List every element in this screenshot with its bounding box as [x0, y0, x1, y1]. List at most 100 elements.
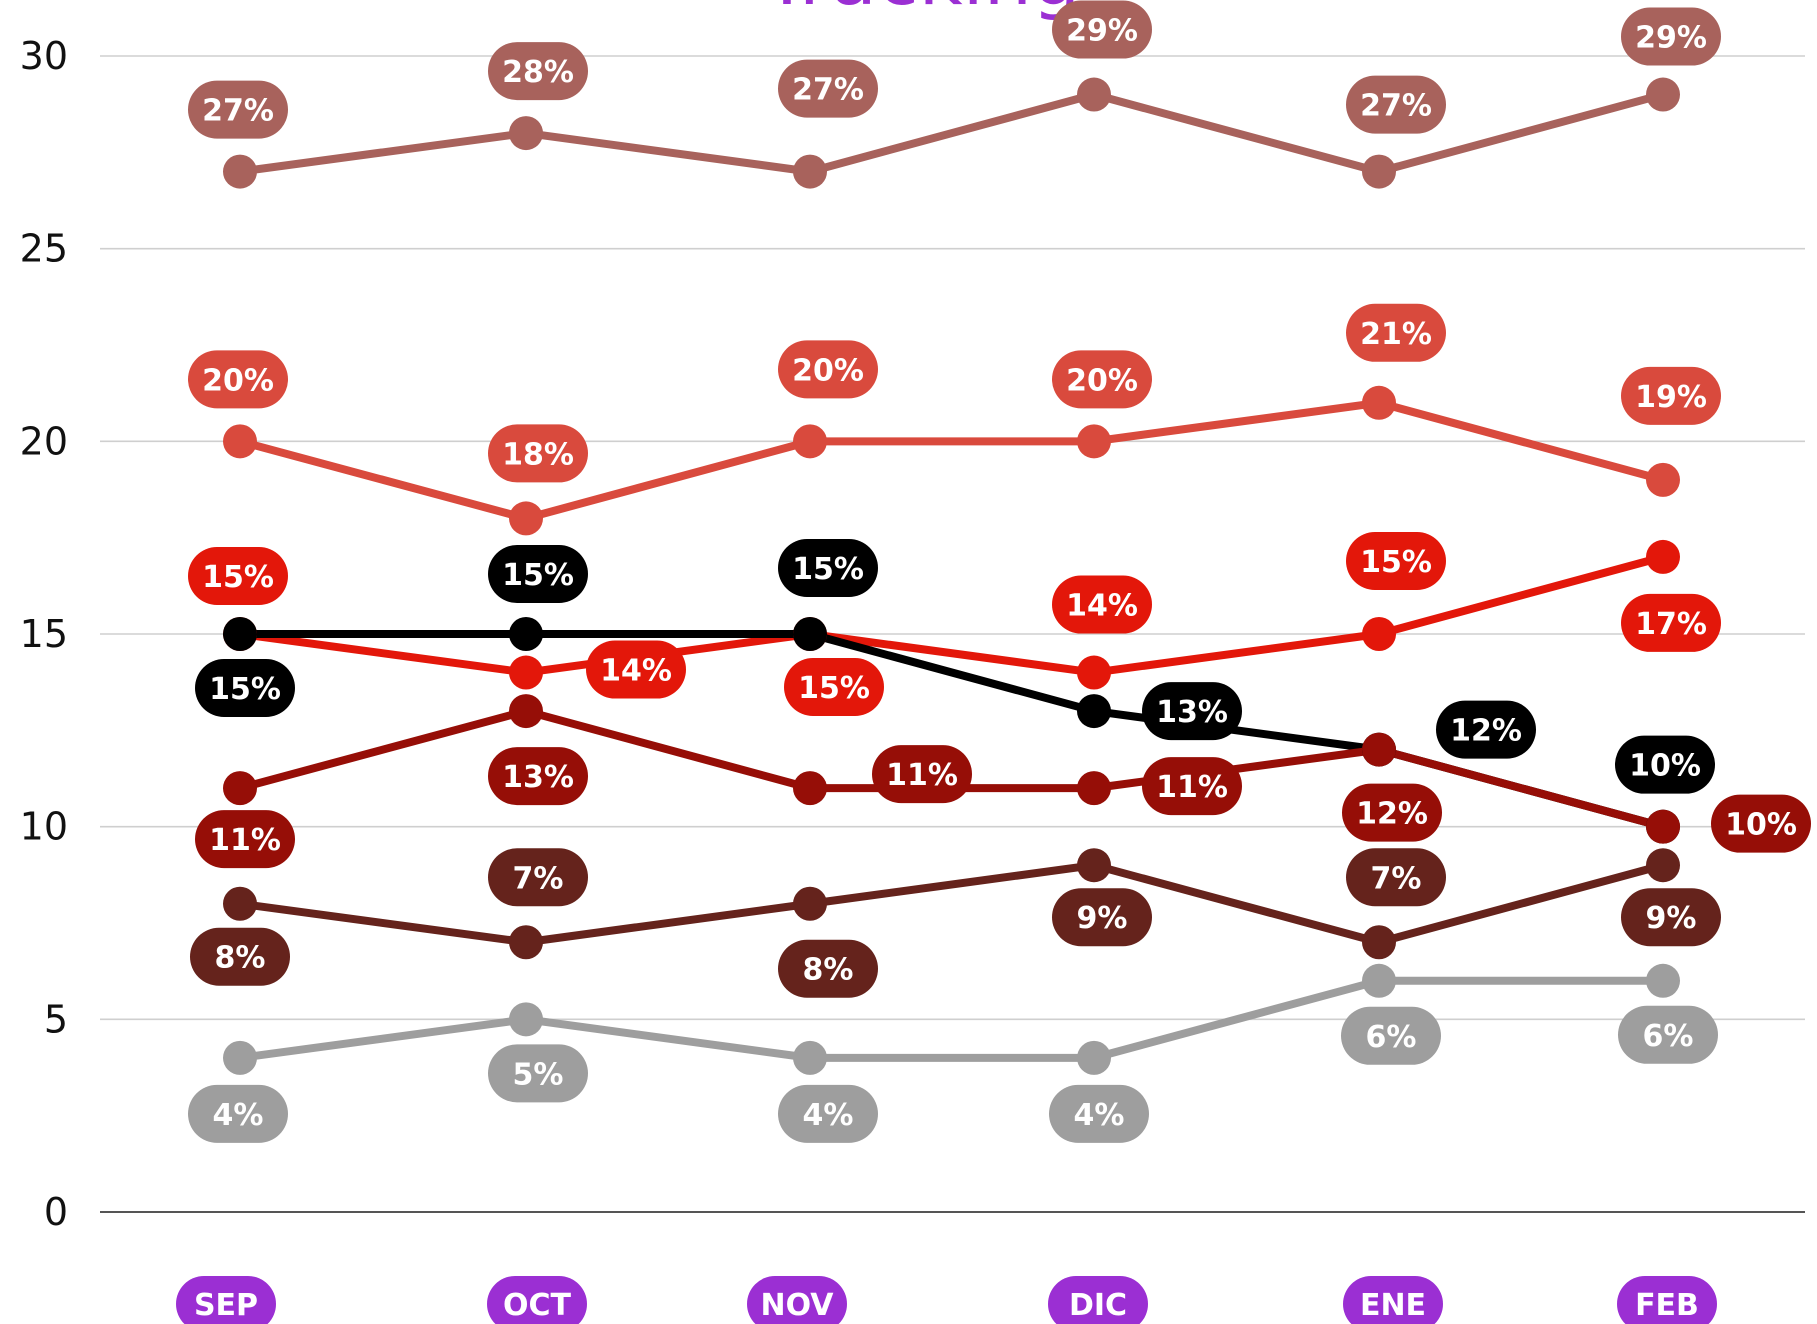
series-lines — [236, 90, 1667, 1062]
data-label-s5-SEP: 11% — [195, 810, 295, 869]
data-label-s5-DIC: 11% — [1142, 757, 1242, 816]
data-label-s4-FEB: 10% — [1615, 735, 1715, 794]
data-label-pill — [1052, 575, 1152, 634]
series-line-3 — [236, 552, 1667, 677]
data-label-text: 20% — [792, 353, 864, 388]
data-label-text: 15% — [202, 560, 274, 595]
data-label-pill — [1346, 303, 1446, 362]
data-label-s2-DIC: 20% — [1052, 350, 1152, 409]
data-point-s5-DIC — [1077, 771, 1111, 806]
data-label-pill — [188, 80, 288, 139]
data-point-s3-OCT — [509, 655, 543, 690]
data-label-s7-FEB: 6% — [1618, 1005, 1718, 1064]
x-category-badge — [176, 1276, 276, 1324]
y-tick-label-25: 25 — [20, 227, 68, 271]
x-category-dic: DIC — [1048, 1276, 1148, 1324]
data-label-s7-ENE: 6% — [1341, 1006, 1441, 1065]
data-point-s7-DIC — [1077, 1040, 1111, 1075]
data-label-text: 13% — [1156, 695, 1228, 730]
data-label-pill — [1052, 888, 1152, 947]
data-label-text: 8% — [215, 941, 266, 976]
y-tick-label-0: 0 — [44, 1190, 68, 1234]
series-line-6 — [236, 861, 1667, 947]
data-labels: 27% 28% 27% 29% 27% 29% 20% 18% 20% 20% 21% 19% 15% 1… — [188, 0, 1811, 1143]
data-point-s4-SEP — [223, 617, 257, 651]
data-label-pill — [488, 747, 588, 806]
data-label-text: 14% — [1066, 589, 1138, 624]
data-label-s6-OCT: 7% — [488, 848, 588, 907]
data-label-text: 20% — [1066, 363, 1138, 398]
data-label-text: 4% — [1074, 1098, 1125, 1133]
data-label-s6-ENE: 7% — [1346, 848, 1446, 907]
data-label-s1-SEP: 27% — [188, 80, 288, 139]
data-point-s1-OCT — [509, 116, 543, 151]
data-label-text: 29% — [1066, 14, 1138, 49]
data-label-text: 11% — [1156, 770, 1228, 805]
data-label-text: 12% — [1450, 714, 1522, 749]
data-label-pill — [1346, 75, 1446, 134]
x-category-badge — [1048, 1276, 1148, 1324]
data-label-s1-NOV: 27% — [778, 59, 878, 118]
data-label-s5-FEB: 10% — [1711, 794, 1811, 853]
data-point-s1-DIC — [1077, 77, 1111, 112]
data-label-pill — [488, 424, 588, 483]
data-label-s6-DIC: 9% — [1052, 888, 1152, 947]
x-axis-categories: SEP OCT NOV DIC ENE FEB — [176, 1276, 1717, 1324]
data-label-pill — [1142, 682, 1242, 741]
data-point-s6-NOV — [793, 886, 827, 921]
x-category-nov: NOV — [747, 1276, 847, 1324]
data-label-pill — [1346, 848, 1446, 907]
data-point-s2-OCT — [509, 501, 543, 536]
data-label-text: 5% — [513, 1057, 564, 1092]
data-point-s4-NOV — [793, 617, 827, 651]
y-tick-label-5: 5 — [44, 997, 68, 1041]
x-category-feb: FEB — [1617, 1276, 1717, 1324]
data-label-pill — [1346, 532, 1446, 590]
data-label-pill — [1052, 0, 1152, 59]
data-point-s2-FEB — [1646, 462, 1680, 497]
y-tick-label-15: 15 — [20, 612, 68, 656]
data-label-text: 9% — [1077, 901, 1128, 936]
series-line-1 — [236, 90, 1667, 176]
data-label-pill — [1052, 350, 1152, 409]
data-label-text: 9% — [1646, 901, 1697, 936]
data-label-pill — [488, 848, 588, 907]
data-label-pill — [778, 340, 878, 399]
data-label-text: 27% — [792, 73, 864, 108]
data-label-pill — [188, 547, 288, 605]
data-point-s1-FEB — [1646, 77, 1680, 112]
data-label-s4-OCT: 15% — [488, 545, 588, 603]
data-point-s3-DIC — [1077, 655, 1111, 690]
data-label-pill — [1711, 794, 1811, 853]
y-tick-label-20: 20 — [20, 419, 68, 463]
data-label-text: 7% — [1371, 861, 1422, 896]
data-label-pill — [195, 810, 295, 869]
x-category-badge — [1617, 1276, 1717, 1324]
x-category-label: DIC — [1069, 1288, 1127, 1323]
data-label-text: 15% — [798, 671, 870, 706]
data-label-pill — [1142, 757, 1242, 816]
data-label-text: 6% — [1643, 1019, 1694, 1054]
data-point-s1-ENE — [1362, 154, 1396, 189]
data-label-pill — [488, 545, 588, 603]
x-category-label: SEP — [194, 1288, 258, 1323]
data-label-s4-SEP: 15% — [195, 659, 295, 717]
data-label-pill — [1621, 7, 1721, 66]
data-label-text: 27% — [202, 94, 274, 129]
x-category-badge — [747, 1276, 847, 1324]
data-label-text: 11% — [886, 758, 958, 793]
data-label-text: 7% — [513, 861, 564, 896]
data-label-text: 10% — [1629, 749, 1701, 784]
series-line-7 — [236, 976, 1667, 1062]
data-label-pill — [1341, 1006, 1441, 1065]
data-label-s7-DIC: 4% — [1049, 1084, 1149, 1143]
data-label-text: 29% — [1635, 21, 1707, 56]
data-label-pill — [188, 1084, 288, 1143]
data-label-pill — [778, 1084, 878, 1143]
data-label-pill — [1342, 783, 1442, 842]
x-category-ene: ENE — [1343, 1276, 1443, 1324]
data-label-text: 20% — [202, 363, 274, 398]
data-point-s5-SEP — [223, 771, 257, 806]
data-label-pill — [1621, 593, 1721, 652]
data-label-s1-ENE: 27% — [1346, 75, 1446, 134]
